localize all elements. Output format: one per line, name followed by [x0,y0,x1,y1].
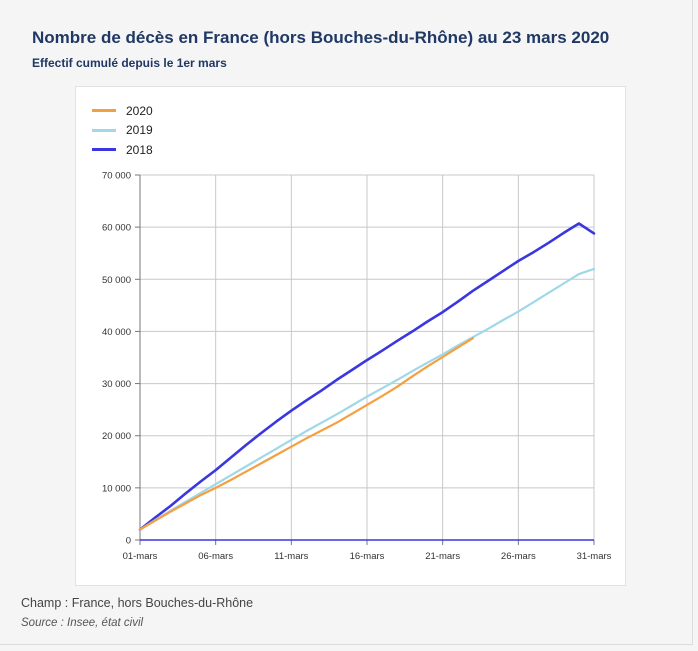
y-tick-label: 20 000 [102,431,131,442]
chart-subtitle: Effectif cumulé depuis le 1er mars [32,56,227,70]
chart-title: Nombre de décès en France (hors Bouches-… [32,28,610,47]
legend-item-2020: 2020 [92,101,153,121]
x-tick-label: 16-mars [350,551,385,562]
y-tick-label: 60 000 [102,223,131,234]
x-tick-label: 31-mars [577,551,612,562]
x-tick-label: 11-mars [274,551,308,562]
legend-swatch [92,128,116,132]
legend-label: 2020 [126,103,153,118]
source-note: Source : Insee, état civil [21,617,144,629]
y-tick-label: 0 [126,536,131,547]
y-tick-label: 40 000 [102,327,131,338]
legend-item-2018: 2018 [92,140,153,160]
x-tick-label: 01-mars [123,551,158,562]
legend-label: 2019 [126,123,153,138]
y-tick-label: 70 000 [102,171,131,182]
legend-item-2019: 2019 [92,121,153,141]
legend: 2020 2019 2018 [92,101,153,160]
legend-label: 2018 [126,142,153,157]
scope-note: Champ : France, hors Bouches-du-Rhône [21,596,254,610]
plot-area: 0 10 000 20 000 30 000 40 000 50 000 60 000 70 … [102,171,612,563]
y-tick-label: 10 000 [102,483,131,494]
x-tick-label: 21-mars [425,551,460,562]
legend-swatch [92,148,116,152]
series-line-2020 [138,337,474,531]
series-line-2018 [138,222,596,531]
x-tick-label: 06-mars [198,551,233,562]
x-tick-label: 26-mars [501,551,536,562]
series-line-2019 [138,267,596,531]
y-tick-label: 30 000 [102,379,131,390]
y-tick-label: 50 000 [102,275,131,286]
chart-panel: 2020 2019 2018 0 10 000 20 000 30 000 40 000 50… [75,86,626,586]
legend-swatch [92,109,116,113]
